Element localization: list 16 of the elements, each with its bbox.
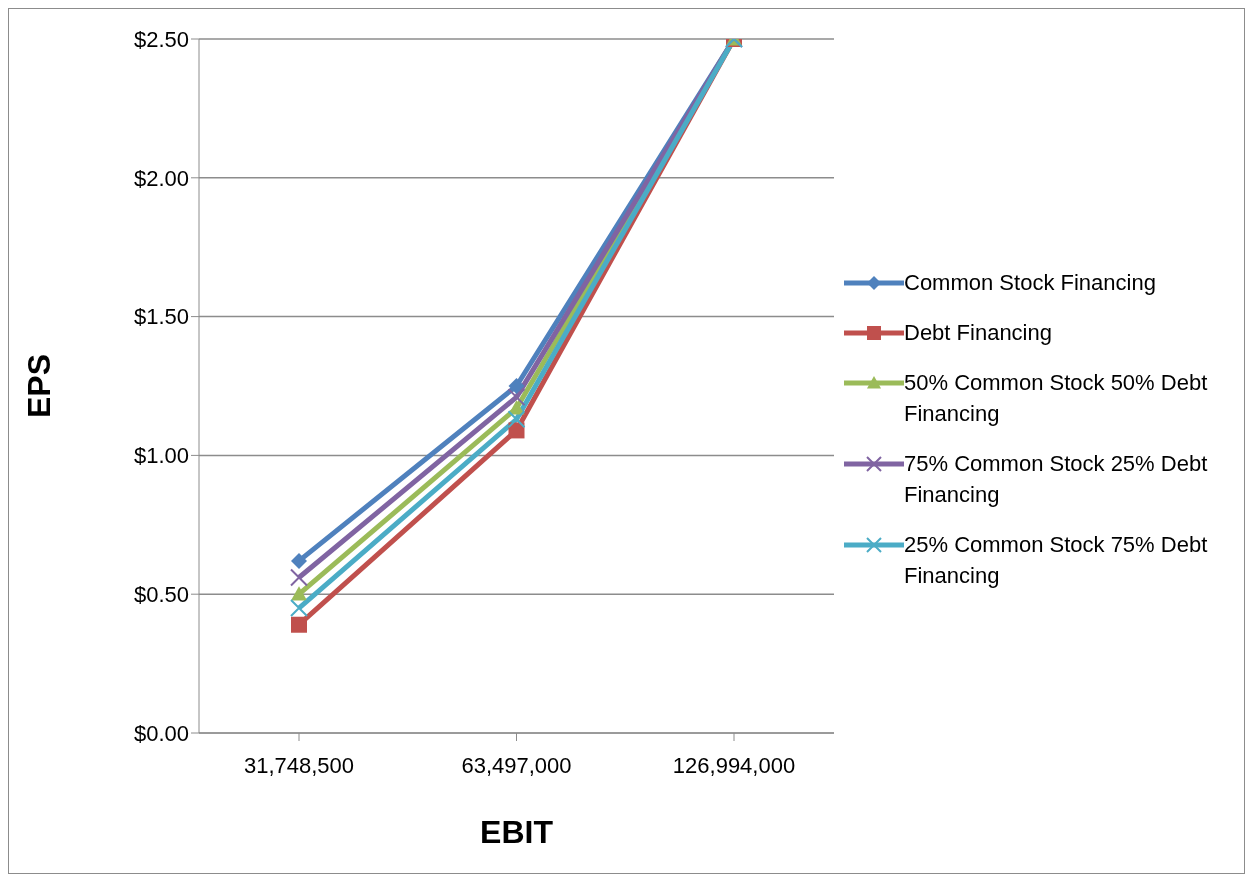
y-tick-label: $2.50 (133, 26, 189, 52)
legend-label: Common Stock Financing (904, 268, 1156, 297)
y-tick-label: $1.00 (133, 443, 189, 469)
y-axis-title: EPS (21, 353, 58, 419)
legend-label: Debt Financing (904, 318, 1052, 347)
x-tick-label: 31,748,500 (243, 752, 355, 778)
x-tick-label: 63,497,000 (461, 752, 572, 778)
x-tick-label: 126,994,000 (672, 752, 796, 778)
y-tick-label: $1.50 (133, 304, 189, 330)
y-tick-label: $2.00 (133, 165, 189, 191)
legend-label: 50% Common Stock 50% Debt Financing (904, 368, 1209, 428)
y-tick-label: $0.00 (133, 720, 189, 746)
legend-label: 75% Common Stock 25% Debt Financing (904, 449, 1209, 509)
legend-label: 25% Common Stock 75% Debt Financing (904, 530, 1209, 590)
y-tick-label: $0.50 (133, 582, 189, 608)
x-axis-title: EBIT (480, 814, 554, 850)
